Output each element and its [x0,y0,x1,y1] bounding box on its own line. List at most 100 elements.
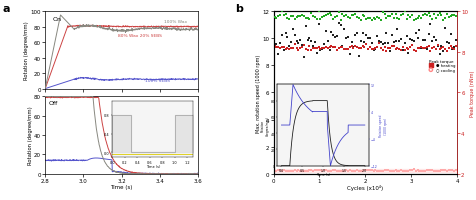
Point [425,45,432,48]
Point [300,44,307,47]
Point [349,48,357,51]
Point [286,46,293,49]
Point [315,23,322,26]
Point [280,50,288,53]
Point [375,169,383,173]
Point [450,170,458,173]
Point [353,47,361,50]
Point [306,169,313,172]
Point [379,49,387,52]
Point [412,32,419,36]
Point [293,40,300,43]
Point [307,41,315,44]
Point [448,14,456,17]
Point [324,14,331,17]
Point [338,169,346,173]
X-axis label: Cycles (x10⁴): Cycles (x10⁴) [347,185,383,190]
Point [346,18,354,21]
Point [388,46,396,49]
Point [432,48,440,52]
Point [447,16,455,19]
Y-axis label: Rotation (degree/mm): Rotation (degree/mm) [28,106,33,165]
Point [368,48,376,51]
Point [407,46,414,49]
Point [396,40,403,43]
Point [326,169,333,172]
Point [372,47,379,50]
Point [416,16,423,19]
Point [322,169,330,172]
Point [353,168,361,172]
Point [317,49,324,52]
Point [412,170,419,173]
Point [405,169,412,172]
Point [284,17,291,20]
Text: 80% Wax 20% SEBS: 80% Wax 20% SEBS [118,34,162,38]
Point [340,169,348,172]
Point [357,170,365,173]
Point [360,46,368,50]
Point [333,35,341,38]
Point [439,19,447,22]
Point [300,170,307,173]
Point [338,13,346,16]
Point [307,49,315,52]
Point [327,15,335,18]
Point [278,46,286,49]
Point [360,41,368,45]
Point [368,42,376,45]
Point [432,17,440,20]
Point [386,169,394,173]
Point [326,49,333,52]
Point [337,46,344,49]
Text: a: a [2,4,10,14]
Point [381,42,388,46]
Text: Off: Off [49,101,58,106]
Point [390,170,397,173]
Point [340,15,348,19]
Point [434,170,442,173]
Point [273,169,280,172]
Point [408,44,416,47]
Point [394,17,401,20]
Point [370,169,377,172]
Point [300,56,307,59]
Point [359,170,367,173]
Point [335,169,343,172]
Point [439,46,447,49]
Point [302,48,309,51]
Point [366,17,374,20]
Point [447,33,455,37]
Point [313,18,320,21]
Point [366,169,374,172]
Point [443,41,451,44]
Point [421,39,429,43]
Point [353,16,361,19]
Point [383,32,390,36]
Point [309,170,317,173]
Point [397,38,405,41]
Point [359,14,367,17]
Point [315,10,322,14]
Point [436,12,443,16]
Point [342,14,350,17]
Point [445,48,453,51]
Point [346,53,354,56]
Point [423,48,430,51]
Point [399,13,407,16]
Point [377,41,385,44]
Point [273,43,280,47]
Point [291,43,298,46]
Point [417,17,425,20]
Point [364,169,372,172]
Point [331,169,339,172]
Point [428,40,436,43]
Point [430,13,438,16]
Point [392,48,399,51]
Point [439,50,447,54]
Point [320,43,328,47]
Point [327,45,335,49]
Point [434,45,442,49]
Point [284,169,291,173]
Point [407,39,414,42]
